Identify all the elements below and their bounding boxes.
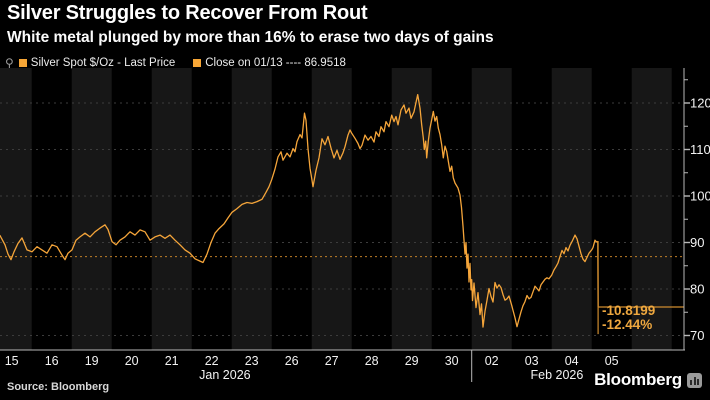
x-tick-label: 30 bbox=[445, 354, 459, 368]
x-tick-label: 28 bbox=[365, 354, 379, 368]
legend-label: Close on 01/13 ---- 86.9518 bbox=[205, 57, 346, 69]
session-band bbox=[311, 68, 352, 350]
x-tick-label: 05 bbox=[605, 354, 619, 368]
session-band bbox=[0, 68, 32, 350]
y-tick-label: 120 bbox=[690, 96, 710, 111]
last-change-value: -10.8199 bbox=[602, 303, 656, 318]
y-tick-label: 110 bbox=[690, 142, 710, 157]
session-band bbox=[631, 68, 672, 350]
x-tick-label: 27 bbox=[325, 354, 339, 368]
price-chart-area: 70 80 90 100 110 120 15 16 19 20 21 22 23 26 27 28 29 30 0… bbox=[0, 68, 710, 384]
x-tick-label: 19 bbox=[85, 354, 99, 368]
x-tick-label: 21 bbox=[165, 354, 179, 368]
x-tick-label: 22 bbox=[205, 354, 219, 368]
x-tick-label: 29 bbox=[405, 354, 419, 368]
price-line bbox=[0, 93, 599, 328]
bloomberg-logo-text: Bloomberg bbox=[594, 370, 682, 389]
session-band bbox=[391, 68, 432, 350]
chart-legend: ⚲ Silver Spot $/Oz - Last Price Close on… bbox=[5, 57, 346, 69]
legend-swatch-icon bbox=[18, 59, 27, 67]
x-tick-label: 20 bbox=[125, 354, 139, 368]
legend-item-close: Close on 01/13 ---- 86.9518 bbox=[193, 57, 346, 69]
y-tick-label: 90 bbox=[690, 235, 704, 250]
month-label: Jan 2026 bbox=[199, 368, 250, 382]
session-band bbox=[71, 68, 112, 350]
bloomberg-logo: Bloomberg bbox=[594, 370, 702, 390]
session-band bbox=[471, 68, 512, 350]
x-tick-label: 16 bbox=[45, 354, 59, 368]
session-band bbox=[151, 68, 192, 350]
y-tick-label: 70 bbox=[690, 328, 704, 343]
x-tick-label: 02 bbox=[485, 354, 499, 368]
pin-icon: ⚲ bbox=[5, 56, 14, 70]
legend-label: Silver Spot $/Oz - Last Price bbox=[30, 57, 176, 69]
last-change-percent: -12.44% bbox=[602, 317, 653, 332]
x-tick-label: 26 bbox=[285, 354, 299, 368]
y-tick-label: 100 bbox=[690, 189, 710, 204]
month-label: Feb 2026 bbox=[530, 368, 583, 382]
source-credit: Source: Bloomberg bbox=[7, 381, 110, 393]
x-tick-label: 03 bbox=[525, 354, 539, 368]
legend-swatch-icon bbox=[193, 59, 202, 67]
page-subtitle: White metal plunged by more than 16% to … bbox=[7, 29, 494, 46]
x-tick-label: 04 bbox=[565, 354, 579, 368]
y-tick-label: 80 bbox=[690, 282, 704, 297]
price-chart-svg: 70 80 90 100 110 120 15 16 19 20 21 22 23 26 27 28 29 30 0… bbox=[0, 68, 710, 382]
session-band bbox=[231, 68, 272, 350]
x-tick-label: 15 bbox=[5, 354, 19, 368]
session-band bbox=[551, 68, 592, 350]
legend-item-last-price: Silver Spot $/Oz - Last Price bbox=[18, 57, 176, 69]
bloomberg-terminal-icon bbox=[687, 372, 702, 388]
page-title: Silver Struggles to Recover From Rout bbox=[7, 2, 368, 24]
x-tick-label: 23 bbox=[245, 354, 259, 368]
